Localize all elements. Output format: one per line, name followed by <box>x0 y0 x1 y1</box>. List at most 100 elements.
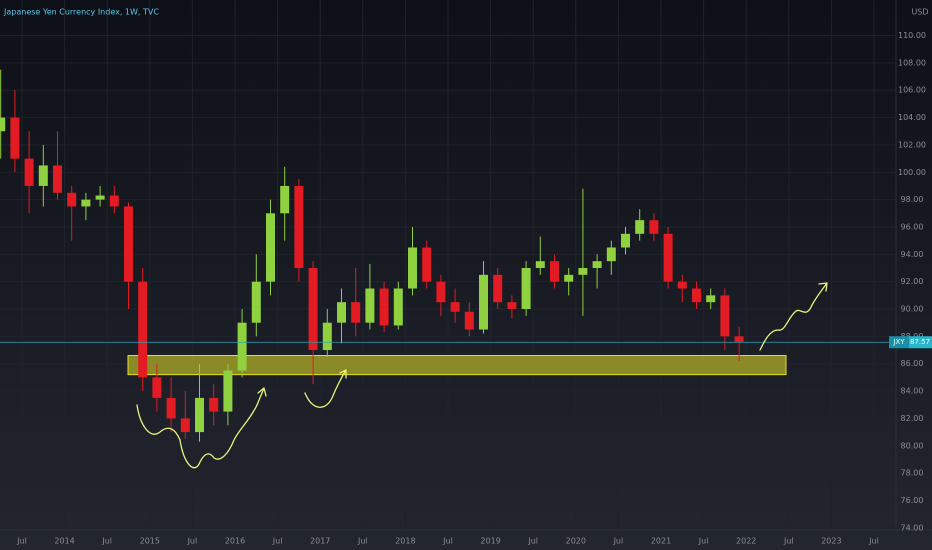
x-tick-label: Jul <box>868 537 879 546</box>
x-tick-label: 2015 <box>140 537 160 546</box>
candle-body <box>635 220 645 234</box>
x-tick-label: 2018 <box>395 537 415 546</box>
candle-body <box>223 370 233 412</box>
drawn-curve <box>304 369 347 408</box>
plot-area <box>0 69 896 442</box>
price-tag-box <box>889 336 909 349</box>
candle-body <box>422 247 432 282</box>
x-tick-label: Jul <box>101 537 112 546</box>
drawn-curve <box>136 404 258 469</box>
candle-body <box>53 165 62 193</box>
candle-body <box>209 397 219 412</box>
candle-body <box>351 302 361 323</box>
x-tick-label: 2019 <box>480 537 500 546</box>
candle-body <box>280 185 290 214</box>
y-tick-label: 106.00 <box>898 86 926 95</box>
x-tick-label: Jul <box>613 537 624 546</box>
candle-body <box>564 274 574 282</box>
price-tag-value: 87.57 <box>910 338 930 346</box>
candle-body <box>166 397 176 419</box>
candle-body <box>251 281 261 323</box>
candle-body <box>294 185 304 268</box>
x-tick-label: Jul <box>527 537 538 546</box>
candle-body <box>677 281 687 289</box>
candle-body <box>436 281 446 303</box>
candle-body <box>237 322 247 371</box>
y-tick-label: 86.00 <box>901 359 924 368</box>
y-tick-label: 84.00 <box>901 387 924 396</box>
y-tick-label: 82.00 <box>901 414 924 423</box>
x-tick-label: 2014 <box>54 537 74 546</box>
candle-body <box>67 192 77 207</box>
candle-body <box>152 377 162 398</box>
candle-body <box>365 288 375 323</box>
y-tick-label: 100.00 <box>898 168 926 177</box>
candle-body <box>734 336 744 342</box>
x-tick-label: Jul <box>698 537 709 546</box>
y-tick-label: 78.00 <box>901 469 924 478</box>
candle-body <box>322 322 332 351</box>
drawn-curve <box>759 282 828 351</box>
candle-body <box>124 206 133 282</box>
candle-body <box>95 195 105 200</box>
drawn-arrow <box>818 282 828 292</box>
candle-body <box>649 220 659 234</box>
x-tick-label: Jul <box>16 537 27 546</box>
drawn-arrow <box>339 369 347 379</box>
x-tick-label: 2023 <box>821 537 841 546</box>
candle-body <box>337 302 346 323</box>
candle-body <box>180 418 190 433</box>
candle-body <box>0 117 6 132</box>
x-tick-label: 2020 <box>566 537 586 546</box>
candle-body <box>550 261 559 282</box>
y-tick-label: 92.00 <box>901 277 924 286</box>
x-tick-label: Jul <box>187 537 198 546</box>
y-tick-label: 110.00 <box>898 31 926 40</box>
support-zone <box>127 355 787 376</box>
candle-body <box>393 288 403 326</box>
candle-body <box>24 158 34 186</box>
candle-body <box>663 233 673 282</box>
candle-body <box>621 233 630 248</box>
candle-body <box>266 213 275 282</box>
candle-body <box>138 281 148 378</box>
candle-body <box>10 117 20 159</box>
candle-body <box>450 302 460 312</box>
grid <box>0 0 896 530</box>
y-tick-label: 108.00 <box>898 58 926 67</box>
x-tick-label: 2021 <box>651 537 671 546</box>
y-tick-label: 74.00 <box>901 523 924 532</box>
y-tick-label: 76.00 <box>901 496 924 505</box>
y-tick-label: 98.00 <box>901 195 924 204</box>
y-tick-label: 80.00 <box>901 441 924 450</box>
x-tick-label: 2016 <box>225 537 245 546</box>
candle-body <box>692 288 701 303</box>
candle-body <box>479 274 488 330</box>
y-tick-label: 96.00 <box>901 222 924 231</box>
y-tick-label: 102.00 <box>898 140 926 149</box>
x-tick-label: Jul <box>442 537 453 546</box>
x-tick-label: Jul <box>357 537 368 546</box>
candle-body <box>38 165 48 186</box>
x-tick-label: Jul <box>272 537 283 546</box>
price-tag-box <box>909 336 932 349</box>
candle-body <box>507 302 517 310</box>
candle-body <box>606 247 616 262</box>
price-tag-symbol: JXY <box>892 338 905 346</box>
candle-body <box>592 261 602 268</box>
candle-body <box>195 397 204 433</box>
chart-title: Japanese Yen Currency Index, 1W, TVC <box>3 8 159 17</box>
drawn-arrow <box>256 387 267 406</box>
y-tick-label: 90.00 <box>901 305 924 314</box>
candle-body <box>308 268 318 351</box>
candle-body <box>521 268 531 310</box>
y-tick-label: 94.00 <box>901 250 924 259</box>
candle-body <box>578 268 588 275</box>
candle-body <box>720 295 730 337</box>
candle-body <box>109 195 119 207</box>
y-tick-label: 104.00 <box>898 113 926 122</box>
candle-body <box>535 261 545 268</box>
currency-label: USD <box>911 8 928 17</box>
